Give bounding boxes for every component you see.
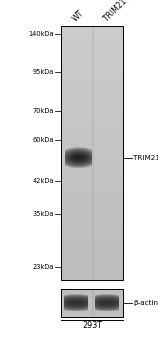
Text: 70kDa: 70kDa: [33, 108, 54, 114]
Text: 60kDa: 60kDa: [33, 137, 54, 143]
Text: 35kDa: 35kDa: [33, 211, 54, 217]
Text: WT: WT: [71, 8, 86, 23]
Text: 23kDa: 23kDa: [33, 264, 54, 270]
Text: TRIM21: TRIM21: [133, 154, 158, 161]
Text: 293T: 293T: [82, 321, 102, 330]
Text: 140kDa: 140kDa: [29, 31, 54, 37]
Text: β-actin: β-actin: [133, 300, 158, 306]
Text: TRIM21 KO: TRIM21 KO: [102, 0, 137, 23]
Text: 42kDa: 42kDa: [33, 178, 54, 184]
Text: 95kDa: 95kDa: [33, 69, 54, 75]
